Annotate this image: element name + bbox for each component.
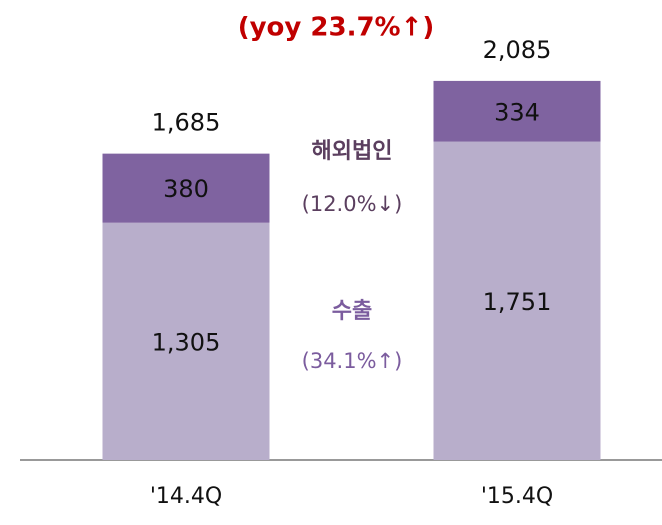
chart-title: (yoy 23.7%↑) [238,13,435,43]
series-name: 해외법인 [312,139,393,164]
bar-segment [102,222,270,460]
series-change: (12.0%↓) [302,192,403,216]
bar-segment [433,80,601,142]
series-name: 수출 [332,299,372,324]
series-change: (34.1%↑) [302,349,403,373]
data-label: 380 [163,175,209,203]
data-label: 334 [494,98,540,126]
total-label: 1,685 [152,109,221,137]
total-label: 2,085 [483,36,552,64]
x-tick-label: '14.4Q [150,484,222,509]
bar-segment [102,153,270,223]
data-label: 1,751 [483,288,552,316]
x-tick-label: '15.4Q [481,484,553,509]
data-label: 1,305 [152,328,221,356]
bar-segment [433,141,601,461]
